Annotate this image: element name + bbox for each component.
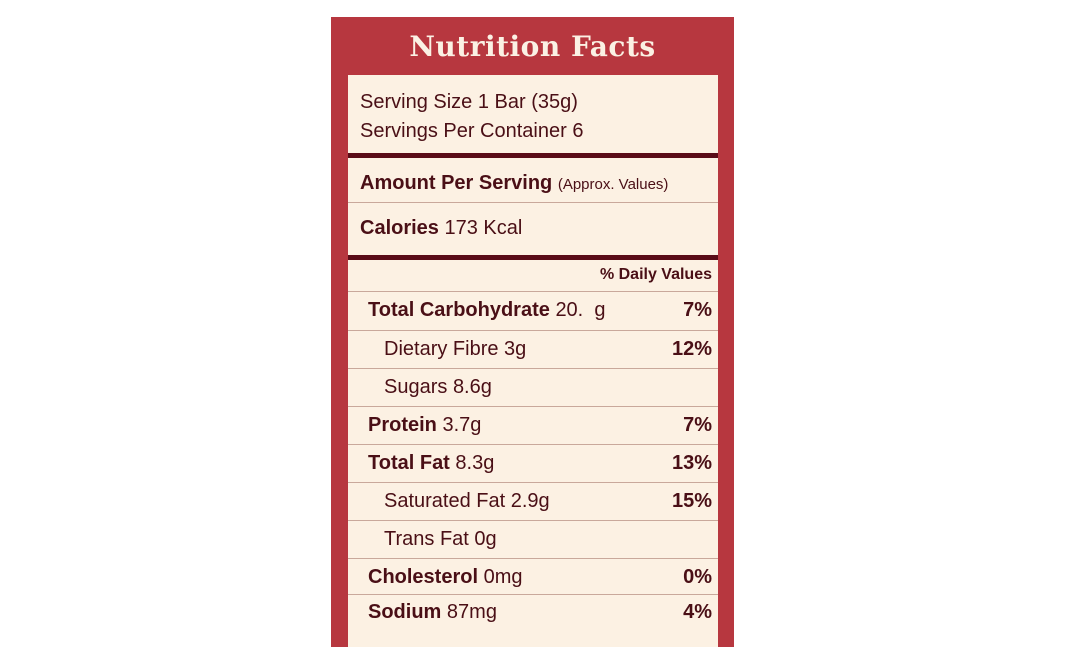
calories-value: 173 Kcal xyxy=(444,217,523,239)
nutrient-amount: 8.6g xyxy=(452,376,492,398)
nutrient-name: Saturated Fat xyxy=(384,490,506,512)
servings-per-container: Servings Per Container 6 xyxy=(360,120,584,142)
nutrient-row: Cholesterol 0mg 0% xyxy=(368,566,718,589)
nutrient-amount: 0mg xyxy=(483,566,523,588)
nutrient-name: Trans Fat xyxy=(384,528,469,550)
nutrient-name: Sugars xyxy=(384,376,448,398)
nutrient-row: Total Carbohydrate 20. g 7% xyxy=(368,299,718,322)
calories-label: Calories xyxy=(360,217,439,239)
nutrient-dv: 7% xyxy=(683,299,712,321)
nutrient-amount: 3.7g xyxy=(442,414,482,436)
nutrient-name: Total Fat xyxy=(368,452,450,474)
divider-thick xyxy=(348,153,718,158)
nutrition-label: Nutrition Facts Serving Size 1 Bar (35g)… xyxy=(331,17,734,647)
calories-row: Calories 173 Kcal xyxy=(360,217,718,240)
nutrient-row: Trans Fat 0g xyxy=(384,528,718,551)
nutrient-dv: 12% xyxy=(671,338,712,360)
label-title: Nutrition Facts xyxy=(409,29,656,63)
nutrient-name: Total Carbohydrate xyxy=(368,299,550,321)
nutrient-name: Sodium xyxy=(368,601,442,623)
nutrient-amount: 2.9g xyxy=(510,490,550,512)
divider xyxy=(348,202,718,203)
nutrient-dv: 4% xyxy=(683,601,712,623)
divider xyxy=(348,368,718,369)
divider xyxy=(348,482,718,483)
divider xyxy=(348,520,718,521)
nutrient-name: Dietary Fibre xyxy=(384,338,499,360)
nutrient-dv: 0% xyxy=(683,566,712,588)
serving-size: Serving Size 1 Bar (35g) xyxy=(360,91,578,113)
amount-per-serving-label: Amount Per Serving xyxy=(360,172,553,194)
nutrient-row: Total Fat 8.3g 13% xyxy=(368,452,718,475)
divider xyxy=(348,406,718,407)
nutrition-panel: Serving Size 1 Bar (35g) Servings Per Co… xyxy=(348,75,718,647)
nutrient-dv: 7% xyxy=(683,414,712,436)
nutrient-row: Saturated Fat 2.9g 15% xyxy=(384,490,718,513)
divider xyxy=(348,444,718,445)
divider xyxy=(348,330,718,331)
divider-thick xyxy=(348,255,718,260)
amount-per-serving-row: Amount Per Serving (Approx. Values) xyxy=(360,172,718,195)
divider xyxy=(348,291,718,292)
nutrient-row: Sodium 87mg 4% xyxy=(368,601,718,624)
nutrient-name: Cholesterol xyxy=(368,566,479,588)
nutrient-amount: 87mg xyxy=(446,601,497,623)
divider xyxy=(348,594,718,595)
nutrient-amount: 0g xyxy=(474,528,497,550)
nutrient-amount: 20. g xyxy=(555,299,606,321)
nutrient-row: Sugars 8.6g xyxy=(384,376,718,399)
nutrient-row: Dietary Fibre 3g 12% xyxy=(384,338,718,361)
daily-values-header: % Daily Values xyxy=(599,266,712,283)
approx-values-note: (Approx. Values) xyxy=(557,176,669,193)
nutrient-amount: 8.3g xyxy=(455,452,495,474)
nutrient-dv: 15% xyxy=(671,490,712,512)
nutrient-dv: 13% xyxy=(671,452,712,474)
nutrient-name: Protein xyxy=(368,414,437,436)
nutrient-row: Protein 3.7g 7% xyxy=(368,414,718,437)
divider xyxy=(348,558,718,559)
nutrient-amount: 3g xyxy=(504,338,527,360)
